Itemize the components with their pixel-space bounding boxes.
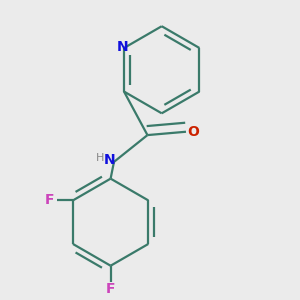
Text: F: F [45,194,54,207]
Text: H: H [96,153,104,163]
Text: F: F [106,282,116,296]
Text: O: O [188,125,199,139]
Text: N: N [116,40,128,54]
Text: N: N [104,153,116,167]
